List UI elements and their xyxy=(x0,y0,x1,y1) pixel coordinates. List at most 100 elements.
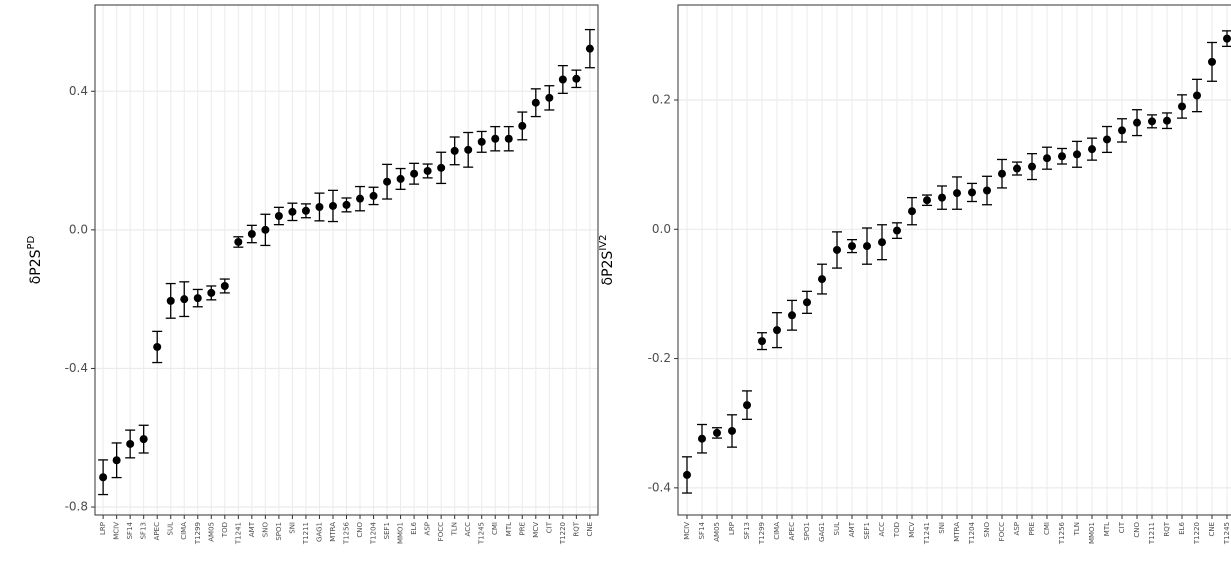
point xyxy=(788,311,796,320)
point xyxy=(1058,152,1066,161)
point xyxy=(450,146,459,155)
point xyxy=(261,225,270,234)
x-tick-label: RQT xyxy=(1163,521,1171,536)
x-tick-label: T1245 xyxy=(478,522,486,545)
x-tick-label: EL6 xyxy=(1178,521,1186,534)
point xyxy=(153,342,162,351)
x-tick-label: FOCC xyxy=(998,522,1006,541)
y-tick-label: -0.4 xyxy=(648,480,671,494)
x-tick-label: T1256 xyxy=(1058,521,1066,545)
point xyxy=(728,426,736,435)
point xyxy=(410,169,419,178)
x-tick-label: ASP xyxy=(1013,522,1021,535)
point xyxy=(491,134,500,143)
point xyxy=(396,174,405,183)
point xyxy=(531,98,540,107)
x-tick-label: ASP xyxy=(424,522,432,535)
y-tick-label: 0.2 xyxy=(652,93,671,107)
point xyxy=(743,401,751,410)
point xyxy=(193,294,202,303)
x-tick-label: SNI xyxy=(288,522,296,534)
point xyxy=(545,93,554,102)
point xyxy=(1133,118,1141,127)
point xyxy=(315,202,324,211)
y-tick-label: -0.8 xyxy=(65,500,88,514)
x-tick-label: RQT xyxy=(572,521,580,536)
x-tick-label: MTL xyxy=(505,522,513,536)
plot-background xyxy=(678,5,1231,515)
x-tick-label: T1256 xyxy=(343,521,351,545)
point xyxy=(585,44,594,53)
point xyxy=(383,177,392,186)
point xyxy=(234,237,243,246)
point xyxy=(773,326,781,335)
x-tick-label: MCV xyxy=(908,522,916,538)
plot-border xyxy=(677,4,1231,516)
x-tick-label: TOD xyxy=(221,522,229,538)
point xyxy=(139,435,148,444)
x-tick-label: SNI xyxy=(938,522,946,534)
x-tick-label: MCV xyxy=(532,522,540,538)
y-axis-label-sup: PD xyxy=(26,235,37,249)
x-tick-label: T1204 xyxy=(968,521,976,545)
point xyxy=(464,145,473,154)
point xyxy=(1013,164,1021,173)
y-tick-label: 0.0 xyxy=(69,222,88,236)
point xyxy=(998,169,1006,178)
x-tick-label: T1211 xyxy=(302,522,310,545)
x-tick-label: CIT xyxy=(1118,521,1126,533)
y-tick-label: -0.2 xyxy=(648,351,671,365)
point xyxy=(1118,126,1126,135)
point xyxy=(112,456,121,465)
point xyxy=(518,121,527,130)
point xyxy=(713,428,721,437)
x-tick-label: CIT xyxy=(545,521,553,533)
x-tick-label: AMT xyxy=(248,521,256,537)
x-tick-label: MMO1 xyxy=(1088,522,1096,544)
y-axis-label-main: δP2S xyxy=(600,251,616,286)
x-tick-label: EL6 xyxy=(410,521,418,534)
x-tick-label: TLN xyxy=(1073,522,1081,536)
x-tick-label: GAG1 xyxy=(315,522,323,542)
plot-border xyxy=(94,4,599,516)
x-tick-label: SF14 xyxy=(698,521,706,539)
x-tick-label: CMI xyxy=(1043,522,1051,535)
x-tick-label: T1220 xyxy=(1193,522,1201,545)
x-tick-label: CNO xyxy=(356,522,364,538)
point xyxy=(1163,116,1171,125)
y-tick-label: 0.0 xyxy=(652,222,671,236)
point xyxy=(1148,117,1156,126)
x-tick-label: AM05 xyxy=(207,522,215,542)
x-tick-label: SPO1 xyxy=(275,522,283,541)
y-axis-label-main: δP2S xyxy=(28,249,44,284)
point xyxy=(908,207,916,216)
point xyxy=(437,163,446,172)
x-tick-label: LRP xyxy=(99,522,107,535)
x-tick-label: FOCC xyxy=(437,522,445,541)
point xyxy=(558,75,567,84)
x-tick-label: SF13 xyxy=(140,522,148,539)
x-tick-label: TOD xyxy=(893,522,901,538)
point xyxy=(180,295,189,304)
point xyxy=(878,238,886,247)
point xyxy=(1178,102,1186,111)
x-tick-label: SUL xyxy=(167,522,175,536)
x-tick-label: ACC xyxy=(464,522,472,537)
x-tick-label: MCIV xyxy=(113,522,121,540)
point xyxy=(1088,145,1096,154)
x-tick-label: MTL xyxy=(1103,522,1111,536)
x-tick-label: PRE xyxy=(1028,522,1036,536)
x-tick-label: MMO1 xyxy=(397,522,405,544)
y-axis-label-sup: IV2 xyxy=(598,235,609,251)
point xyxy=(803,298,811,307)
point xyxy=(572,74,581,83)
x-tick-label: SUL xyxy=(833,522,841,536)
x-tick-label: ACC xyxy=(878,522,886,537)
x-tick-label: SPO1 xyxy=(803,522,811,541)
x-tick-label: T1204 xyxy=(370,521,378,545)
point xyxy=(863,242,871,251)
x-tick-label: CIMA xyxy=(773,522,781,540)
point xyxy=(968,188,976,197)
point xyxy=(423,166,432,175)
point xyxy=(504,134,513,143)
